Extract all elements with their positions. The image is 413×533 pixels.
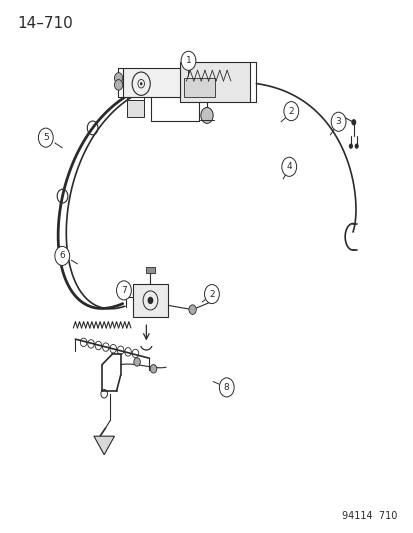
Circle shape [55,246,69,265]
Text: 6: 6 [59,252,65,261]
Circle shape [140,82,142,85]
FancyBboxPatch shape [184,78,215,97]
FancyBboxPatch shape [126,100,144,117]
Circle shape [348,143,352,149]
Circle shape [147,297,153,304]
FancyBboxPatch shape [145,267,155,273]
Circle shape [180,51,195,70]
Circle shape [188,305,196,314]
Text: 3: 3 [335,117,341,126]
Text: 94114  710: 94114 710 [341,511,396,521]
Circle shape [200,108,213,123]
FancyBboxPatch shape [122,68,180,97]
Circle shape [38,128,53,147]
Text: 5: 5 [43,133,49,142]
Text: 4: 4 [286,163,291,171]
Circle shape [354,143,358,149]
Text: 1: 1 [185,56,191,65]
Circle shape [351,119,356,125]
Text: 7: 7 [121,286,126,295]
Text: 14–710: 14–710 [17,16,73,31]
Circle shape [219,378,234,397]
FancyBboxPatch shape [133,284,168,317]
Circle shape [114,79,122,90]
Circle shape [281,157,296,176]
Circle shape [114,72,122,83]
Text: 2: 2 [288,107,293,116]
Circle shape [116,281,131,300]
Polygon shape [94,436,114,455]
Circle shape [133,358,140,366]
FancyBboxPatch shape [180,62,249,102]
Text: 2: 2 [209,289,214,298]
Circle shape [204,285,219,304]
Text: 8: 8 [223,383,229,392]
Circle shape [150,365,157,373]
Circle shape [330,112,345,131]
Circle shape [283,102,298,120]
